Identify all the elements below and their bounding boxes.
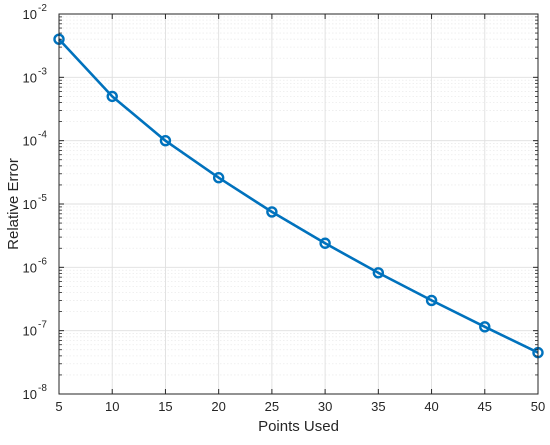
y-tick-exponent: -2 — [38, 3, 47, 14]
y-tick-label: 10 — [23, 70, 37, 85]
data-point-marker — [319, 237, 331, 249]
series-line — [58, 38, 539, 354]
y-tick-base: 10 — [23, 197, 37, 212]
x-tick-label: 5 — [55, 399, 62, 414]
y-tick-base: 10 — [23, 387, 37, 402]
y-tick-exponent: -4 — [38, 130, 47, 141]
y-tick-base: 10 — [23, 324, 37, 339]
data-point-marker — [479, 321, 491, 333]
y-tick-label: 10 — [23, 7, 37, 22]
y-tick-exponent: -6 — [38, 256, 47, 267]
y-tick-exponent: -5 — [38, 193, 47, 204]
y-tick-base: 10 — [23, 134, 37, 149]
x-tick-label: 15 — [158, 399, 172, 414]
data-point-marker — [159, 134, 172, 147]
y-tick-label: 10 — [23, 134, 37, 149]
x-axis-title: Points Used — [258, 418, 339, 435]
data-point-marker — [425, 294, 438, 307]
x-tick-label: 40 — [424, 399, 438, 414]
y-tick-base: 10 — [23, 7, 37, 22]
series-layer — [53, 33, 544, 359]
y-tick-label: 10 — [23, 324, 37, 339]
x-tick-label: 25 — [265, 399, 279, 414]
y-tick-label: 10 — [23, 197, 37, 212]
y-axis-title: Relative Error — [5, 158, 22, 250]
tick-labels: 10 -810 -710 -610 -510 -410 -310 -25 10 15 20 25 30 3… — [23, 3, 546, 414]
y-tick-base: 10 — [23, 260, 37, 275]
y-tick-exponent: -8 — [38, 383, 47, 394]
y-tick-label: 10 — [23, 387, 37, 402]
data-point-marker — [106, 90, 118, 103]
ticks — [58, 13, 539, 395]
y-tick-base: 10 — [23, 70, 37, 85]
x-tick-label: 35 — [371, 399, 385, 414]
data-point-marker — [372, 267, 385, 279]
x-tick-label: 10 — [105, 399, 119, 414]
x-tick-label: 30 — [318, 399, 332, 414]
y-tick-exponent: -7 — [38, 320, 47, 331]
data-point-marker — [212, 172, 225, 184]
x-tick-label: 45 — [478, 399, 492, 414]
y-tick-label: 10 — [23, 260, 37, 275]
x-tick-label: 20 — [211, 399, 225, 414]
y-tick-exponent: -3 — [38, 66, 47, 77]
x-tick-label: 50 — [531, 399, 545, 414]
grid — [58, 13, 539, 395]
data-point-marker — [266, 206, 278, 218]
